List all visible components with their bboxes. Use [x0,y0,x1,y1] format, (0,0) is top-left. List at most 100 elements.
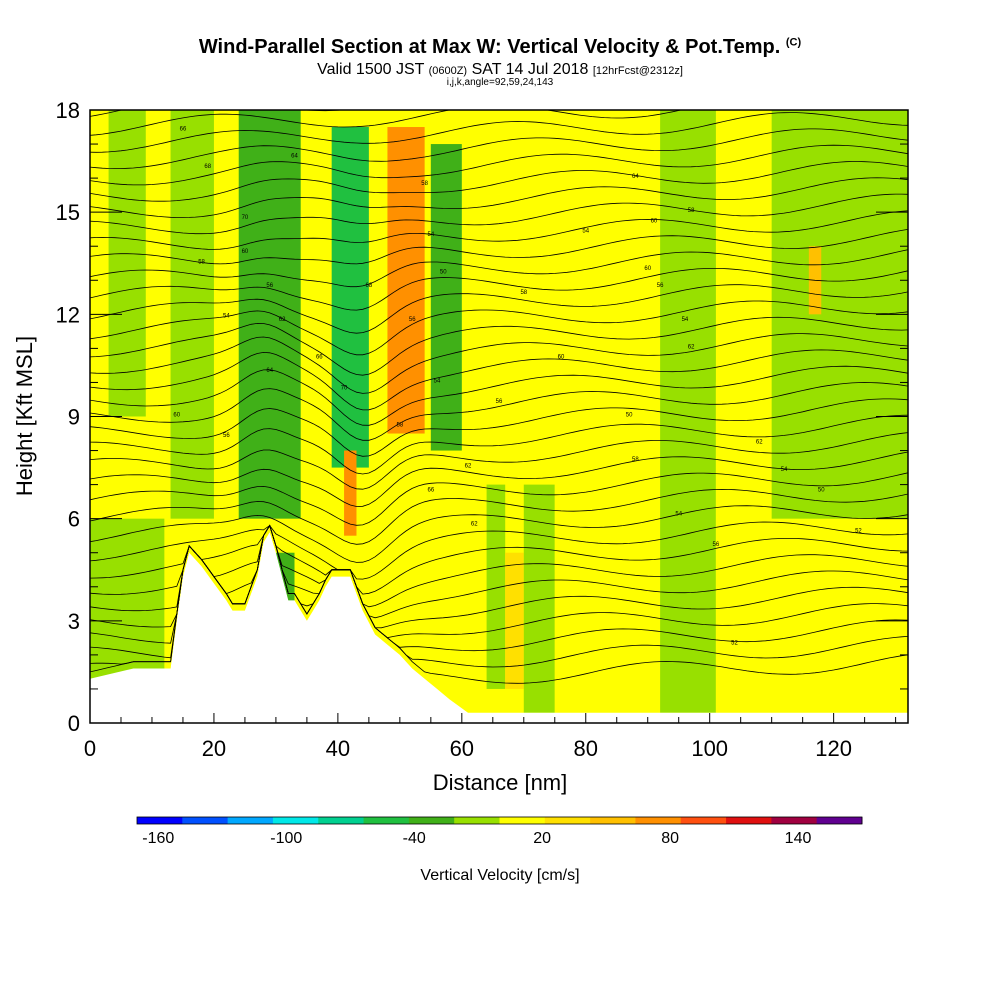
colorbar-tick-label: -40 [403,830,426,847]
colorbar-swatch [499,817,546,824]
theta-label: 58 [688,208,695,214]
theta-label: 70 [242,215,249,221]
velocity-zone-3 [170,110,214,519]
theta-contour-25 [90,229,908,265]
x-tick-label: 120 [815,736,852,761]
theta-label: 62 [756,440,763,446]
theta-contour-10 [90,488,908,545]
theta-label: 62 [279,317,286,323]
theta-contour-35 [90,64,908,96]
velocity-zone-14 [660,110,716,713]
colorbar-tick-label: 20 [533,830,551,847]
theta-label: 62 [688,344,695,350]
x-tick-label: 100 [691,736,728,761]
velocity-zone-10 [486,484,506,689]
velocity-zone-8 [344,450,357,536]
velocity-zone-13 [554,110,661,713]
colorbar-swatch [318,817,365,824]
theta-contour-16 [90,382,908,441]
x-tick-label: 60 [450,736,474,761]
terrain [90,532,908,723]
theta-label: 68 [366,283,373,289]
theta-contour-21 [90,300,908,356]
y-tick-label: 12 [56,302,80,327]
theta-label: 64 [266,368,273,374]
theta-label: 60 [644,266,651,272]
theta-label: 54 [675,511,682,517]
colorbar-swatch [454,817,500,824]
y-tick-label: 0 [68,711,80,736]
theta-contour-33 [90,110,683,136]
theta-contour-11 [90,472,908,526]
theta-label: 56 [223,433,230,439]
x-tick-label: 20 [202,736,226,761]
axes: 0 20 40 60 80 100 120 0 3 6 9 12 15 18 [56,98,908,761]
theta-contour-23 [90,268,908,311]
theta-contour-27 [90,193,908,235]
chart-title: Wind-Parallel Section at Max W: Vertical… [198,36,802,58]
theta-label: 54 [582,229,589,235]
theta-label: 58 [632,457,639,463]
y-tick-label: 18 [56,98,80,123]
theta-contour-22 [90,284,908,334]
colorbar-swatch [590,817,636,824]
y-tick-label: 15 [56,200,80,225]
colorbar-tick-label: 80 [661,830,679,847]
y-tick-label: 6 [68,507,80,532]
theta-label: 60 [173,413,180,419]
theta-contour-7 [90,524,908,595]
theta-label: 64 [291,154,298,160]
theta-contour-8 [90,521,908,580]
colorbar-swatch [408,817,455,824]
theta-label: 62 [465,464,472,470]
copyright-mark: (C) [785,36,802,49]
theta-label: 54 [427,232,434,238]
colorbar-tick-label: -160 [142,830,174,847]
colorbar-swatch [272,817,319,824]
theta-contour-31 [90,128,908,169]
colorbar: -160 -100 -40 20 80 140 [136,816,863,847]
theta-label: 52 [731,641,738,647]
theta-label: 52 [855,528,862,534]
theta-label: 60 [651,218,658,224]
colorbar-swatch [816,817,863,824]
colorbar-swatch [771,817,818,824]
theta-label: 58 [198,259,205,265]
theta-label: 68 [204,164,211,170]
y-axis-label: Height [Kft MSL] [12,336,37,496]
theta-contour-12 [90,451,908,507]
colorbar-frame [136,816,863,825]
theta-label: 56 [409,317,416,323]
theta-contour-32 [90,112,908,153]
theta-label: 60 [242,249,249,255]
theta-contour-20 [90,316,908,376]
velocity-zone-11 [505,552,524,689]
theta-contour-6 [90,524,908,608]
theta-contour-26 [90,210,908,250]
theta-contour-24 [90,249,908,288]
theta-contour-13 [90,432,908,490]
theta-contour-18 [90,349,908,411]
theta-label: 56 [657,283,664,289]
colorbar-swatch [182,817,229,824]
theta-contour-19 [90,333,908,394]
x-axis-label: Distance [nm] [433,770,568,795]
theta-label: 50 [626,413,633,419]
theta-label: 66 [427,487,434,493]
colorbar-label: Vertical Velocity [cm/s] [420,867,579,884]
velocity-zone-5 [331,127,369,468]
colorbar-swatch [726,817,772,824]
colorbar-swatch [227,817,274,824]
x-tick-label: 80 [574,736,598,761]
theta-label: 54 [682,317,689,323]
theta-contour-15 [90,398,908,457]
theta-label: 70 [341,385,348,391]
x-tick-label: 0 [84,736,96,761]
theta-label: 54 [434,378,441,384]
colorbar-tick-label: -100 [270,830,302,847]
chart-subtitle: Valid 1500 JST (0600Z) SAT 14 Jul 2018 [… [317,61,683,78]
colorbar-tick-label: 140 [785,830,812,847]
theta-contour-29 [90,161,908,202]
theta-label: 66 [180,126,187,132]
